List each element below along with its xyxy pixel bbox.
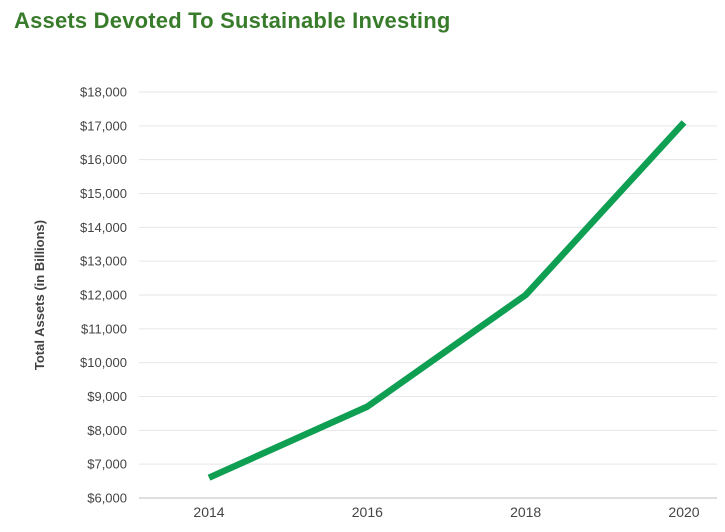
y-tick-label: $8,000 [87, 423, 127, 438]
y-tick-label: $10,000 [80, 355, 127, 370]
chart-title: Assets Devoted To Sustainable Investing [14, 8, 451, 33]
x-tick-label: 2016 [352, 504, 383, 520]
y-tick-label: $7,000 [87, 457, 127, 472]
gridlines [139, 91, 717, 499]
y-axis-tick-labels: $6,000 $7,000 $8,000 $9,000 $10,000 $11,000 $1… [80, 85, 127, 506]
y-tick-label: $17,000 [80, 118, 127, 133]
x-tick-label: 2018 [510, 504, 541, 520]
y-axis-title: Total Assets (in Billions) [32, 220, 47, 370]
y-tick-label: $13,000 [80, 254, 127, 269]
y-tick-label: $14,000 [80, 220, 127, 235]
data-line-total-assets [207, 120, 687, 481]
y-tick-label: $18,000 [80, 85, 127, 100]
x-tick-label: 2020 [668, 504, 699, 520]
y-tick-label: $15,000 [80, 186, 127, 201]
x-tick-label: 2014 [193, 504, 224, 520]
y-tick-label: $6,000 [87, 491, 127, 506]
y-tick-label: $9,000 [87, 389, 127, 404]
x-axis-tick-labels: 2014 2016 2018 2020 [193, 504, 699, 520]
y-tick-label: $11,000 [81, 321, 127, 336]
y-tick-label: $16,000 [80, 152, 127, 167]
y-tick-label: $12,000 [80, 288, 127, 303]
